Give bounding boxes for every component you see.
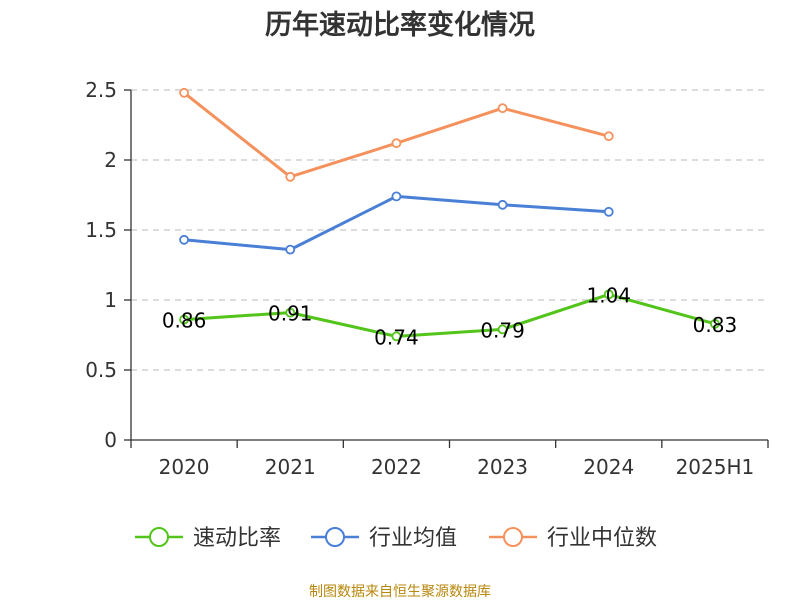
- data-point[interactable]: [710, 318, 720, 329]
- data-label: 0.86: [162, 309, 207, 333]
- legend-item[interactable]: 行业均值: [311, 526, 457, 551]
- data-label: 0.91: [268, 302, 313, 326]
- data-label: 0.83: [693, 313, 738, 337]
- data-point[interactable]: [285, 171, 296, 182]
- legend[interactable]: 速动比率 行业均值 行业中位数: [135, 526, 657, 551]
- series-2: [179, 191, 614, 255]
- data-point[interactable]: [391, 191, 402, 202]
- legend-marker-icon: [503, 527, 523, 547]
- data-point[interactable]: [179, 234, 189, 245]
- y-axis-ticks: 0 0.5 1 1.5 2 2.5: [85, 78, 131, 452]
- y-tick-label: 1: [104, 288, 117, 312]
- series-1: [179, 289, 720, 342]
- y-tick-label: 2: [104, 148, 117, 172]
- y-tick-label: 0: [104, 428, 117, 452]
- data-point[interactable]: [179, 87, 189, 98]
- legend-marker-icon: [149, 527, 169, 547]
- y-tick-label: 1.5: [85, 218, 117, 242]
- data-label: 0.79: [480, 318, 525, 342]
- data-point[interactable]: [285, 244, 296, 255]
- legend-item[interactable]: 行业中位数: [489, 526, 657, 551]
- series-3: [179, 87, 614, 182]
- legend-label: 速动比率: [193, 526, 281, 551]
- legend-label: 行业均值: [369, 526, 457, 551]
- chart-title: 历年速动比率变化情况: [265, 9, 535, 41]
- data-point[interactable]: [603, 289, 614, 300]
- axes: [130, 90, 768, 441]
- data-label: 0.74: [374, 325, 419, 349]
- series-group: 0.86 0.91 0.74 0.79 1.04 0.83: [162, 87, 737, 349]
- y-tick-label: 2.5: [85, 78, 117, 102]
- x-tick-label: 2024: [583, 455, 634, 479]
- x-tick-label: 2021: [265, 455, 316, 479]
- y-tick-label: 0.5: [85, 358, 117, 382]
- series-line: [183, 194, 609, 252]
- legend-label: 行业中位数: [547, 526, 657, 551]
- data-label: 1.04: [586, 283, 631, 307]
- legend-item[interactable]: 速动比率: [135, 526, 281, 551]
- data-point[interactable]: [285, 307, 296, 318]
- series-line: [183, 91, 610, 179]
- data-point[interactable]: [391, 331, 402, 342]
- data-labels: 0.86 0.91 0.74 0.79 1.04 0.83: [162, 283, 737, 349]
- series-line: [183, 292, 716, 338]
- legend-marker-icon: [325, 527, 345, 547]
- x-tick-label: 2020: [159, 455, 210, 479]
- data-point[interactable]: [603, 206, 614, 217]
- data-point[interactable]: [497, 103, 508, 114]
- source-note: 制图数据来自恒生聚源数据库: [309, 584, 491, 600]
- x-tick-label: 2022: [371, 455, 422, 479]
- data-point[interactable]: [603, 131, 614, 142]
- x-tick-label: 2025H1: [676, 455, 755, 479]
- x-tick-label: 2023: [477, 455, 528, 479]
- data-point[interactable]: [179, 314, 189, 325]
- x-axis-ticks: 2020 2021 2022 2023 2024 2025H1: [130, 440, 769, 479]
- data-point[interactable]: [497, 324, 508, 335]
- data-point[interactable]: [391, 138, 402, 149]
- grid-lines: [131, 89, 768, 371]
- data-point[interactable]: [497, 199, 508, 210]
